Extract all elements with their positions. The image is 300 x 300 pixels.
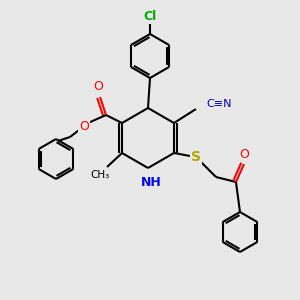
Text: NH: NH [141, 176, 161, 188]
Text: C≡N: C≡N [206, 99, 232, 109]
Text: O: O [239, 148, 249, 160]
Text: O: O [93, 80, 103, 94]
Text: S: S [191, 150, 201, 164]
Text: O: O [79, 119, 89, 133]
Text: CH₃: CH₃ [90, 170, 110, 180]
Text: Cl: Cl [143, 10, 157, 22]
